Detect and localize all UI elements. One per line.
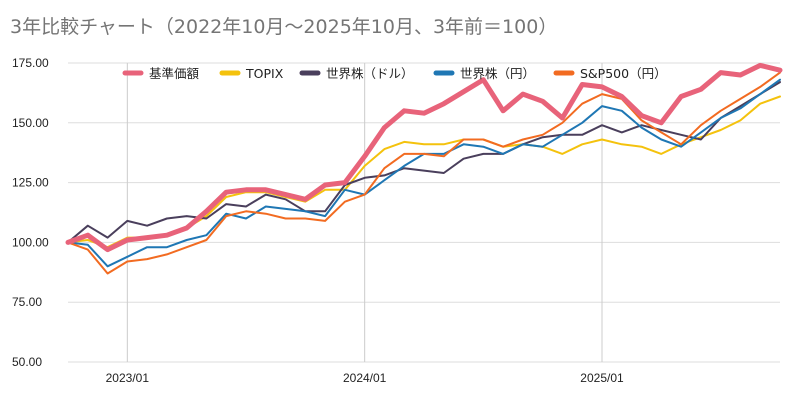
legend-label: 世界株（円） xyxy=(460,66,535,81)
x-tick-label: 2023/01 xyxy=(106,371,150,385)
legend: 基準価額 TOPIX 世界株（ドル） 世界株（円） S&P500（円） xyxy=(122,66,667,81)
y-tick-label: 75.00 xyxy=(12,295,42,309)
series-line-1 xyxy=(67,95,781,249)
series-line-2 xyxy=(67,81,781,244)
axis-layer: 50.00 75.00 100.00 125.00 150.00 175.00 2023/0… xyxy=(12,56,624,385)
x-tick-label: 2024/01 xyxy=(343,371,387,385)
legend-label: TOPIX xyxy=(245,66,284,81)
series-layer xyxy=(65,62,783,275)
x-tick-label: 2025/01 xyxy=(580,371,624,385)
legend-label: 基準価額 xyxy=(149,66,200,81)
chart-title: 3年比較チャート（2022年10月～2025年10月、3年前＝100） xyxy=(10,16,557,38)
y-tick-label: 125.00 xyxy=(12,176,49,190)
grid-layer xyxy=(68,62,780,363)
legend-label: 世界株（ドル） xyxy=(326,66,414,81)
y-tick-label: 100.00 xyxy=(12,235,49,249)
series-line-4 xyxy=(67,71,781,275)
series-line-0 xyxy=(65,62,783,253)
y-tick-label: 175.00 xyxy=(12,56,49,70)
y-tick-label: 150.00 xyxy=(12,116,49,130)
y-tick-label: 50.00 xyxy=(12,355,42,369)
legend-label: S&P500（円） xyxy=(580,66,667,81)
